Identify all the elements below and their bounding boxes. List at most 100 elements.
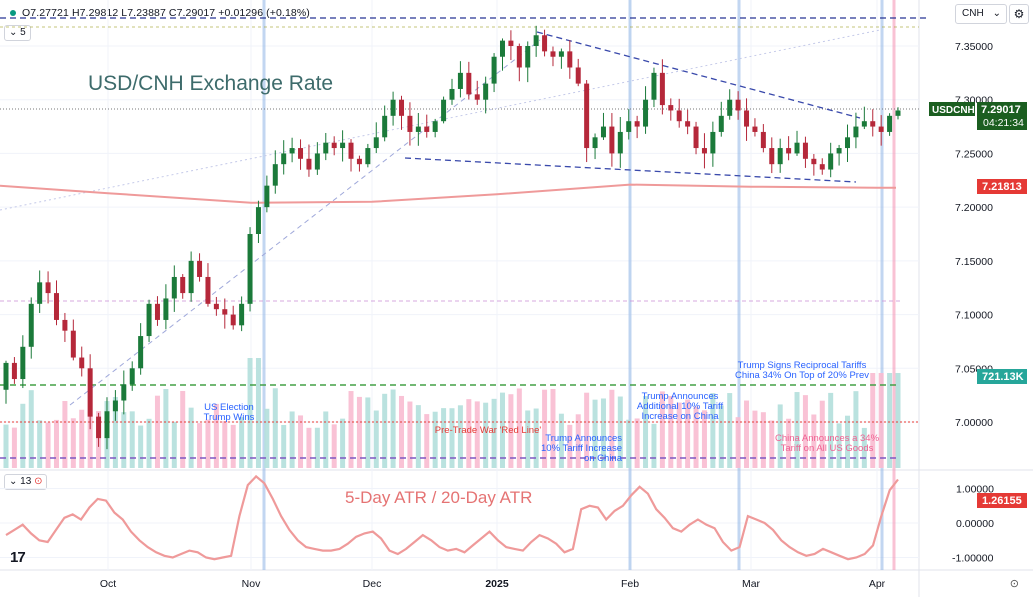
volume-bar <box>802 395 808 468</box>
time-tick-label: Mar <box>742 578 761 590</box>
candle-body <box>558 51 564 57</box>
candle-body <box>760 131 766 149</box>
price-tick-label: 7.20000 <box>955 202 993 214</box>
ma-indicator-value: 5 <box>20 27 26 38</box>
volume-bar <box>356 396 362 468</box>
volume-bar <box>525 410 531 468</box>
volume-bar <box>197 423 203 468</box>
volume-bar <box>407 401 413 468</box>
symbol-tag <box>929 102 975 116</box>
volume-bar <box>685 399 691 468</box>
symbol-select-label: CNH <box>962 8 984 19</box>
candle-body <box>53 293 59 320</box>
chart-title: USD/CNH Exchange Rate <box>88 72 333 95</box>
event-line <box>880 0 884 570</box>
candles <box>3 25 901 450</box>
atr-indicator-toggle[interactable]: ⌄ 13 ⊙ <box>4 474 48 490</box>
price-tick-label: 7.10000 <box>955 310 993 322</box>
annotation-trump-10pct: Trump Announces <box>545 433 622 444</box>
candle-body <box>887 115 893 132</box>
volume-bar <box>432 411 438 468</box>
candle-body <box>146 303 152 337</box>
candle-body <box>373 137 379 149</box>
volume-bar <box>828 392 834 468</box>
volume-bar <box>53 419 59 468</box>
candle-body <box>499 40 505 57</box>
candle-body <box>457 72 463 89</box>
candle-body <box>819 164 825 170</box>
candle-body <box>617 131 623 154</box>
volume-bar <box>600 398 606 468</box>
symbol-select[interactable]: CNH ⌄ <box>955 4 1007 24</box>
volume-bar <box>483 402 489 468</box>
gear-icon[interactable]: ⚙ <box>1009 4 1029 24</box>
annotation-us-election: US Election <box>204 402 254 413</box>
candle-body <box>382 115 388 138</box>
volume-bar <box>146 418 152 468</box>
candle-body <box>584 83 590 149</box>
candle-body <box>348 142 354 159</box>
candle-body <box>626 121 632 132</box>
candle-body <box>230 314 236 326</box>
candle-body <box>861 121 867 127</box>
volume-bar <box>575 414 581 468</box>
volume-bar <box>281 424 287 468</box>
candle-body <box>365 148 371 165</box>
volume-bar <box>558 413 564 468</box>
volume-tag <box>977 369 1027 384</box>
atr-title: 5-Day ATR / 20-Day ATR <box>345 488 532 507</box>
volume-bar <box>340 418 346 468</box>
chevron-down-icon: ⌄ <box>992 8 1001 19</box>
rising-trendline <box>69 39 541 406</box>
candle-body <box>205 276 211 304</box>
annotation-china-34: China Announces a 34% <box>775 433 880 444</box>
annotation-reciprocal: China 34% On Top of 20% Prev <box>735 370 869 381</box>
volume-bar <box>836 423 842 468</box>
candle-body <box>255 207 261 234</box>
candle-body <box>415 126 421 132</box>
visibility-dot-icon: ⊙ <box>31 476 43 487</box>
volume-bar <box>659 391 665 468</box>
volume-bar <box>247 358 253 468</box>
volume-bar <box>567 424 573 468</box>
time-tick-label: Feb <box>621 578 639 590</box>
volume-bar <box>744 400 750 468</box>
ohlc-text: O7.27721 H7.29812 L7.23887 C7.29017 +0.0… <box>22 7 310 19</box>
time-settings-icon[interactable]: ⊙ <box>1009 578 1019 590</box>
candle-body <box>845 137 851 149</box>
candle-body <box>651 72 657 100</box>
last-price-tag <box>977 102 1027 130</box>
tradingview-logo[interactable]: 17 <box>10 549 26 566</box>
candle-body <box>28 303 34 347</box>
volume-bar <box>609 389 615 468</box>
candle-body <box>701 148 707 154</box>
candle-body <box>306 158 312 170</box>
candle-body <box>390 99 396 116</box>
annotation-us-election: Trump Wins <box>204 412 255 423</box>
volume-bar <box>853 391 859 468</box>
candle-body <box>895 110 901 116</box>
time-tick-label: Oct <box>100 578 116 590</box>
candle-body <box>222 309 228 315</box>
candle-body <box>609 126 615 154</box>
ma-indicator-toggle[interactable]: ⌄ 5 <box>4 25 31 41</box>
candle-body <box>693 126 699 149</box>
candle-body <box>474 94 480 100</box>
candle-body <box>777 148 783 165</box>
volume-bar <box>382 393 388 468</box>
candle-body <box>62 319 68 331</box>
volume-bar <box>735 417 741 468</box>
candle-body <box>592 137 598 149</box>
event-line <box>892 0 896 570</box>
volume-bar <box>516 388 522 468</box>
candle-body <box>163 298 169 320</box>
candle-body <box>197 260 203 277</box>
volume-bar <box>222 421 228 468</box>
volume-bar <box>79 409 85 468</box>
volume-bar <box>634 418 640 468</box>
candle-body <box>878 126 884 132</box>
candle-body <box>323 142 329 154</box>
candle-body <box>567 51 573 68</box>
candle-body <box>20 346 26 380</box>
